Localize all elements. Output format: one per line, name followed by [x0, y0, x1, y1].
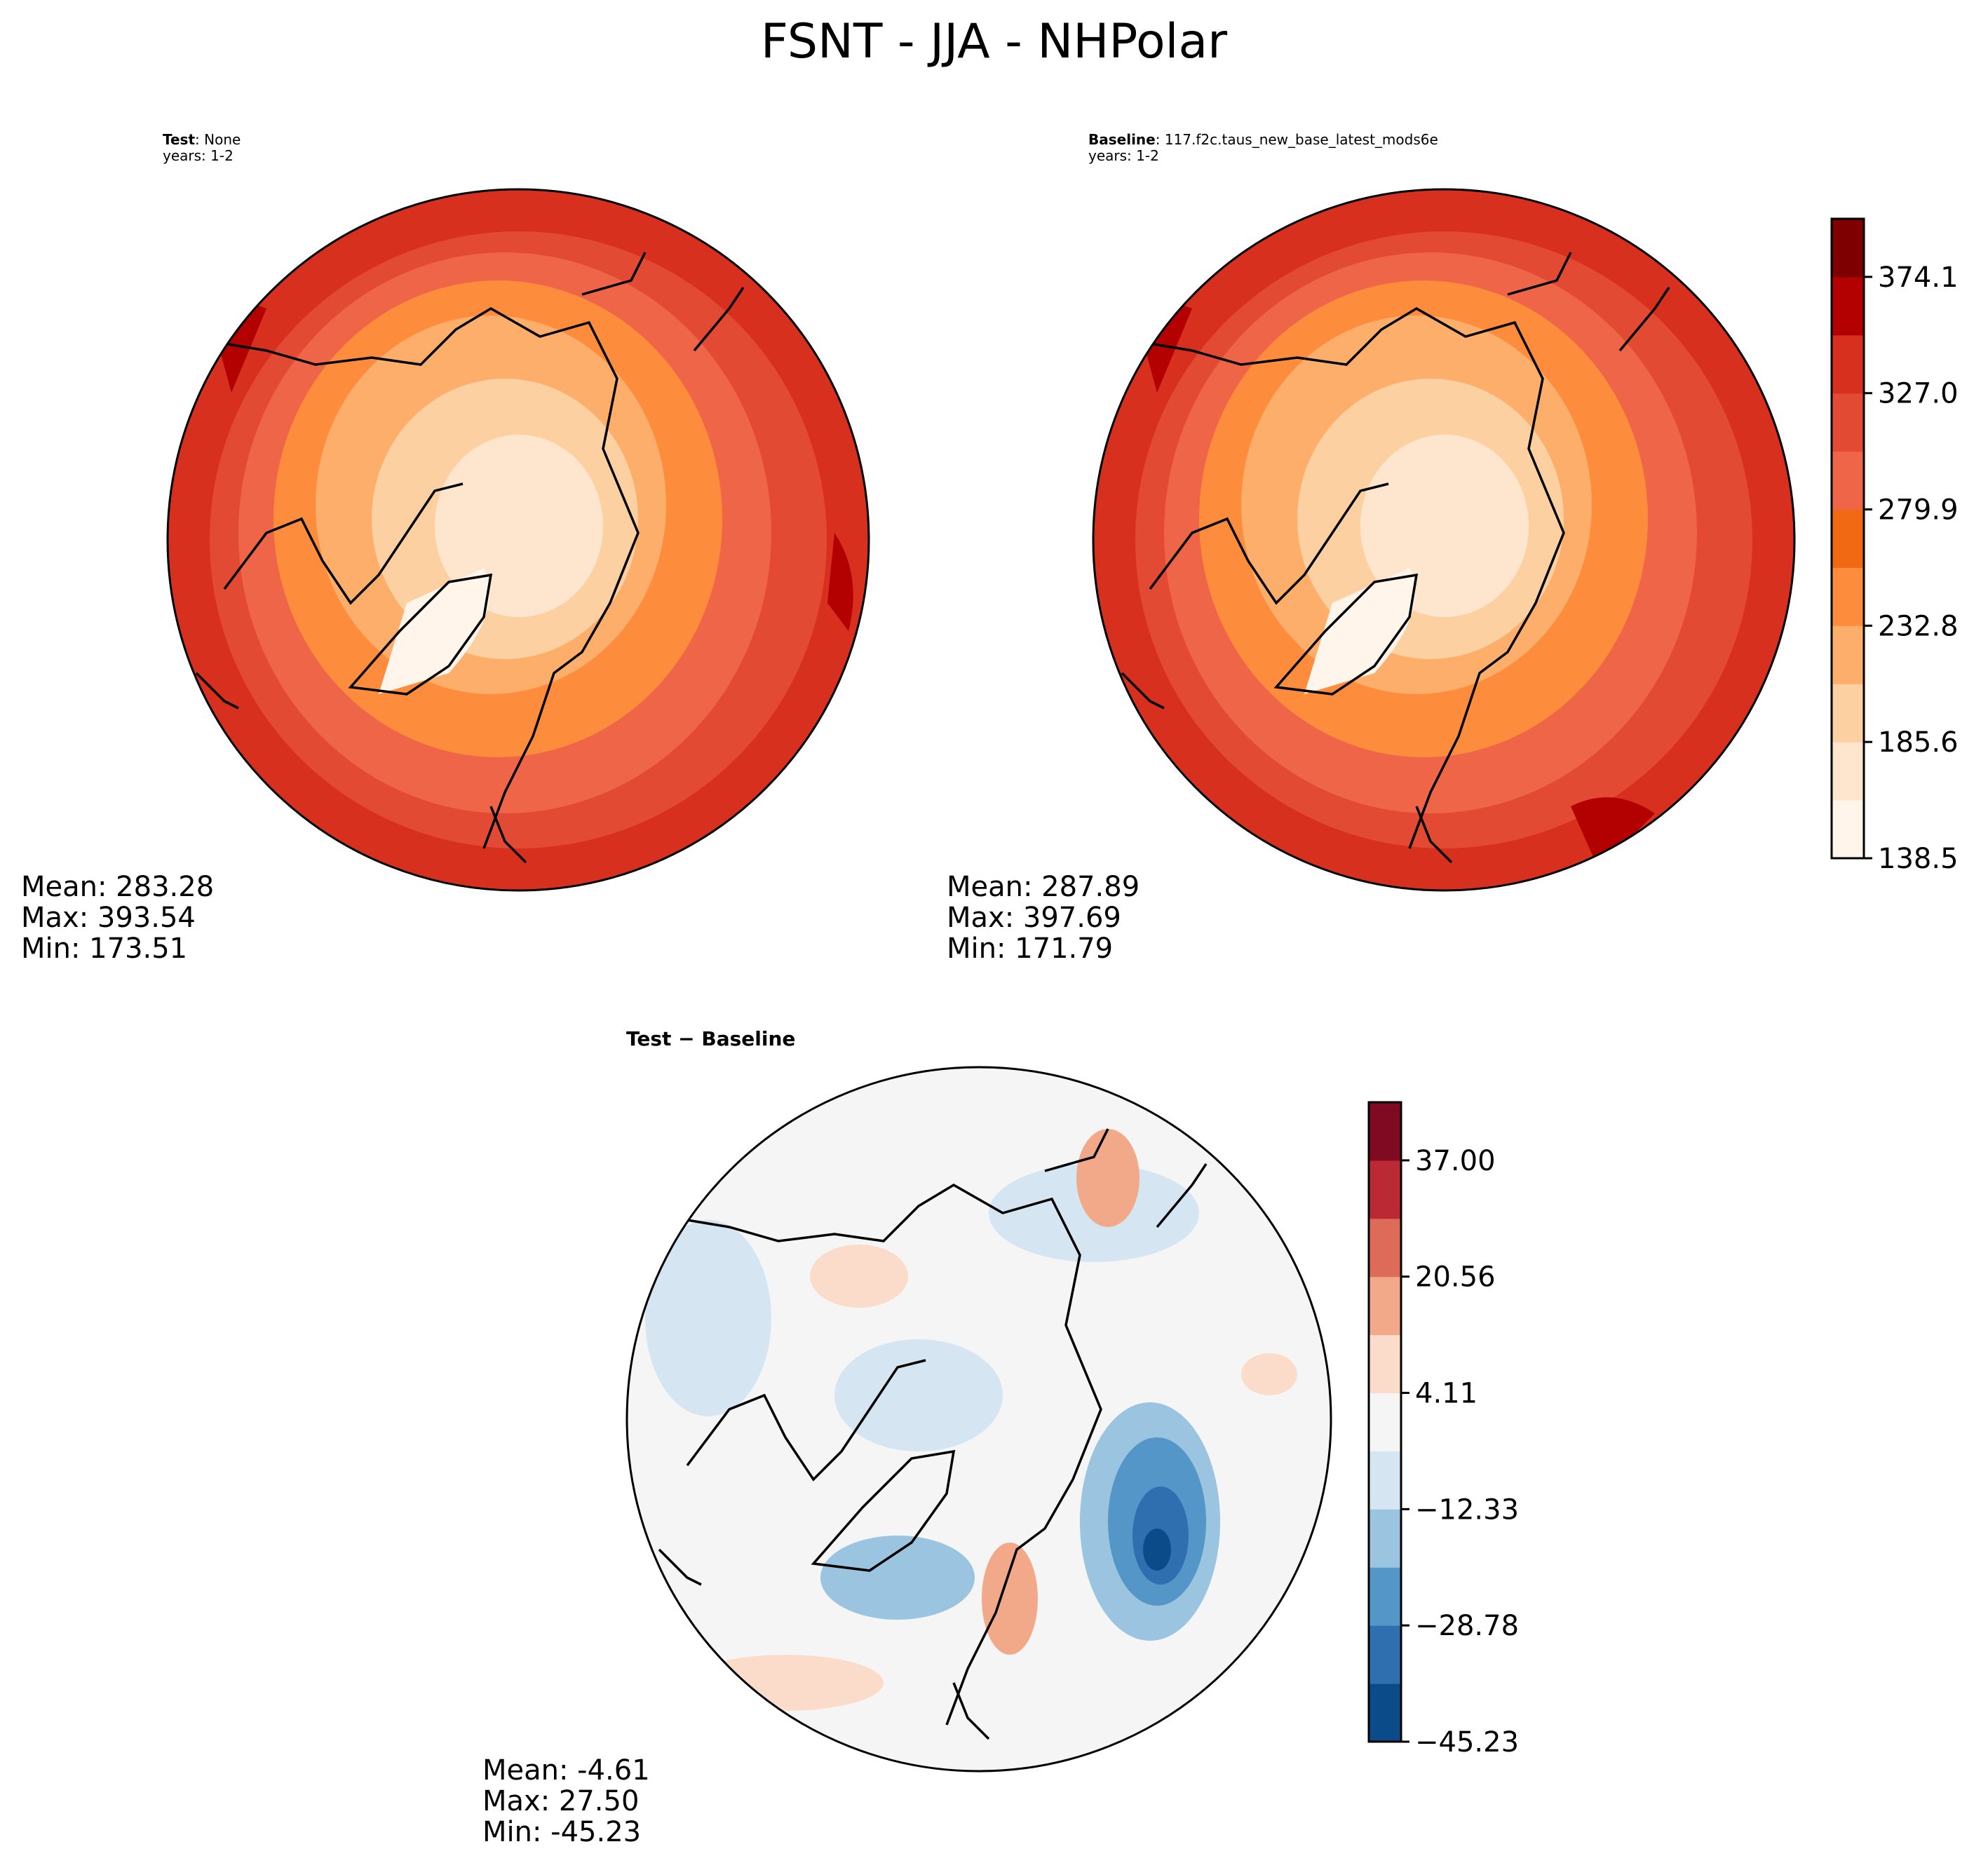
diff-field-pos-2 [1076, 1129, 1140, 1227]
baseline-coastlines [1121, 252, 1670, 864]
baseline-colorbar-swatch [1832, 219, 1864, 278]
test-panel-title: Test: None years: 1-2 [163, 131, 241, 164]
baseline-panel-title: Baseline: 117.f2c.taus_new_base_latest_m… [1088, 131, 1438, 164]
diff-field-neg-greenland [820, 1536, 975, 1620]
diff-colorbar-swatch [1369, 1276, 1401, 1336]
baseline-colorbar-tick-label: 374.1 [1878, 262, 1959, 294]
diff-colorbar-swatch [1369, 1451, 1401, 1510]
diff-field-neg-west [645, 1220, 771, 1416]
baseline-colorbar-swatch [1832, 393, 1864, 452]
diff-colorbar-swatch [1369, 1160, 1401, 1219]
baseline-stats: Mean: 287.89 Max: 397.69 Min: 171.79 [947, 871, 1140, 965]
test-field-max-east [827, 533, 853, 631]
diff-colorbar-frame [1367, 1101, 1402, 1743]
test-coastlines [195, 252, 745, 864]
baseline-colorbar-swatch [1832, 742, 1864, 801]
baseline-colorbar-tick-label: 185.6 [1878, 726, 1959, 759]
test-map-boundary [166, 188, 870, 892]
diff-map-boundary [626, 1066, 1332, 1773]
diff-field-pos-1 [810, 1245, 908, 1308]
diff-colorbar-swatch [1369, 1102, 1401, 1161]
baseline-colorbar-swatch [1832, 684, 1864, 743]
baseline-field-greenland [1304, 568, 1416, 694]
baseline-colorbar-tick-label: 138.5 [1878, 843, 1959, 875]
diff-field-neg-atlantic-min [1143, 1529, 1171, 1571]
test-map [166, 188, 870, 892]
diff-colorbar-tick-label: −45.23 [1415, 1726, 1519, 1759]
baseline-field-max-south [1571, 797, 1655, 869]
diff-colorbar-tick-label: 37.00 [1415, 1145, 1496, 1177]
baseline-colorbar: 138.5 185.6 232.8 279.9 327.0 374.1 [1830, 217, 1959, 875]
test-field-greenland [379, 568, 490, 694]
diff-field-pos-3 [982, 1543, 1038, 1655]
diff-colorbar-swatch [1369, 1334, 1401, 1394]
baseline-colorbar-frame [1830, 217, 1865, 860]
figure-title: FSNT - JJA - NHPolar [760, 14, 1228, 69]
diff-colorbar-swatch [1369, 1683, 1401, 1742]
diff-colorbar-tick-label: 20.56 [1415, 1261, 1496, 1294]
diff-field-pos-4 [687, 1655, 884, 1711]
diff-colorbar-swatch [1369, 1393, 1401, 1451]
baseline-colorbar-swatch [1832, 451, 1864, 510]
diff-colorbar-swatch [1369, 1567, 1401, 1626]
diff-colorbar-swatch [1369, 1509, 1401, 1568]
baseline-colorbar-swatch [1832, 509, 1864, 568]
baseline-colorbar-swatch [1832, 625, 1864, 684]
diff-colorbar: −45.23 −28.78 −12.33 4.11 20.56 37.00 [1367, 1101, 1519, 1759]
baseline-colorbar-tick-label: 327.0 [1878, 378, 1959, 410]
baseline-map-boundary [1092, 188, 1796, 892]
diff-colorbar-tick-label: 4.11 [1415, 1378, 1478, 1410]
diff-stats: Mean: -4.61 Max: 27.50 Min: -45.23 [482, 1754, 650, 1848]
baseline-colorbar-swatch [1832, 800, 1864, 859]
baseline-map [1092, 188, 1796, 892]
diff-coastlines [658, 1128, 1208, 1740]
diff-colorbar-swatch [1369, 1218, 1401, 1278]
diff-field-neg-center [834, 1339, 1003, 1451]
diff-panel-title: Test − Baseline [626, 1027, 796, 1050]
diff-colorbar-tick-label: −28.78 [1415, 1610, 1519, 1642]
baseline-colorbar-swatch [1832, 334, 1864, 394]
baseline-colorbar-tick-label: 232.8 [1878, 610, 1959, 642]
diff-field-pos-5 [1241, 1353, 1297, 1395]
baseline-colorbar-tick-label: 279.9 [1878, 494, 1959, 527]
diff-colorbar-tick-label: −12.33 [1415, 1493, 1519, 1526]
diff-map [626, 1066, 1332, 1773]
baseline-colorbar-swatch [1832, 276, 1864, 336]
baseline-colorbar-swatch [1832, 567, 1864, 626]
diff-colorbar-swatch [1369, 1625, 1401, 1684]
test-stats: Mean: 283.28 Max: 393.54 Min: 173.51 [21, 871, 215, 965]
